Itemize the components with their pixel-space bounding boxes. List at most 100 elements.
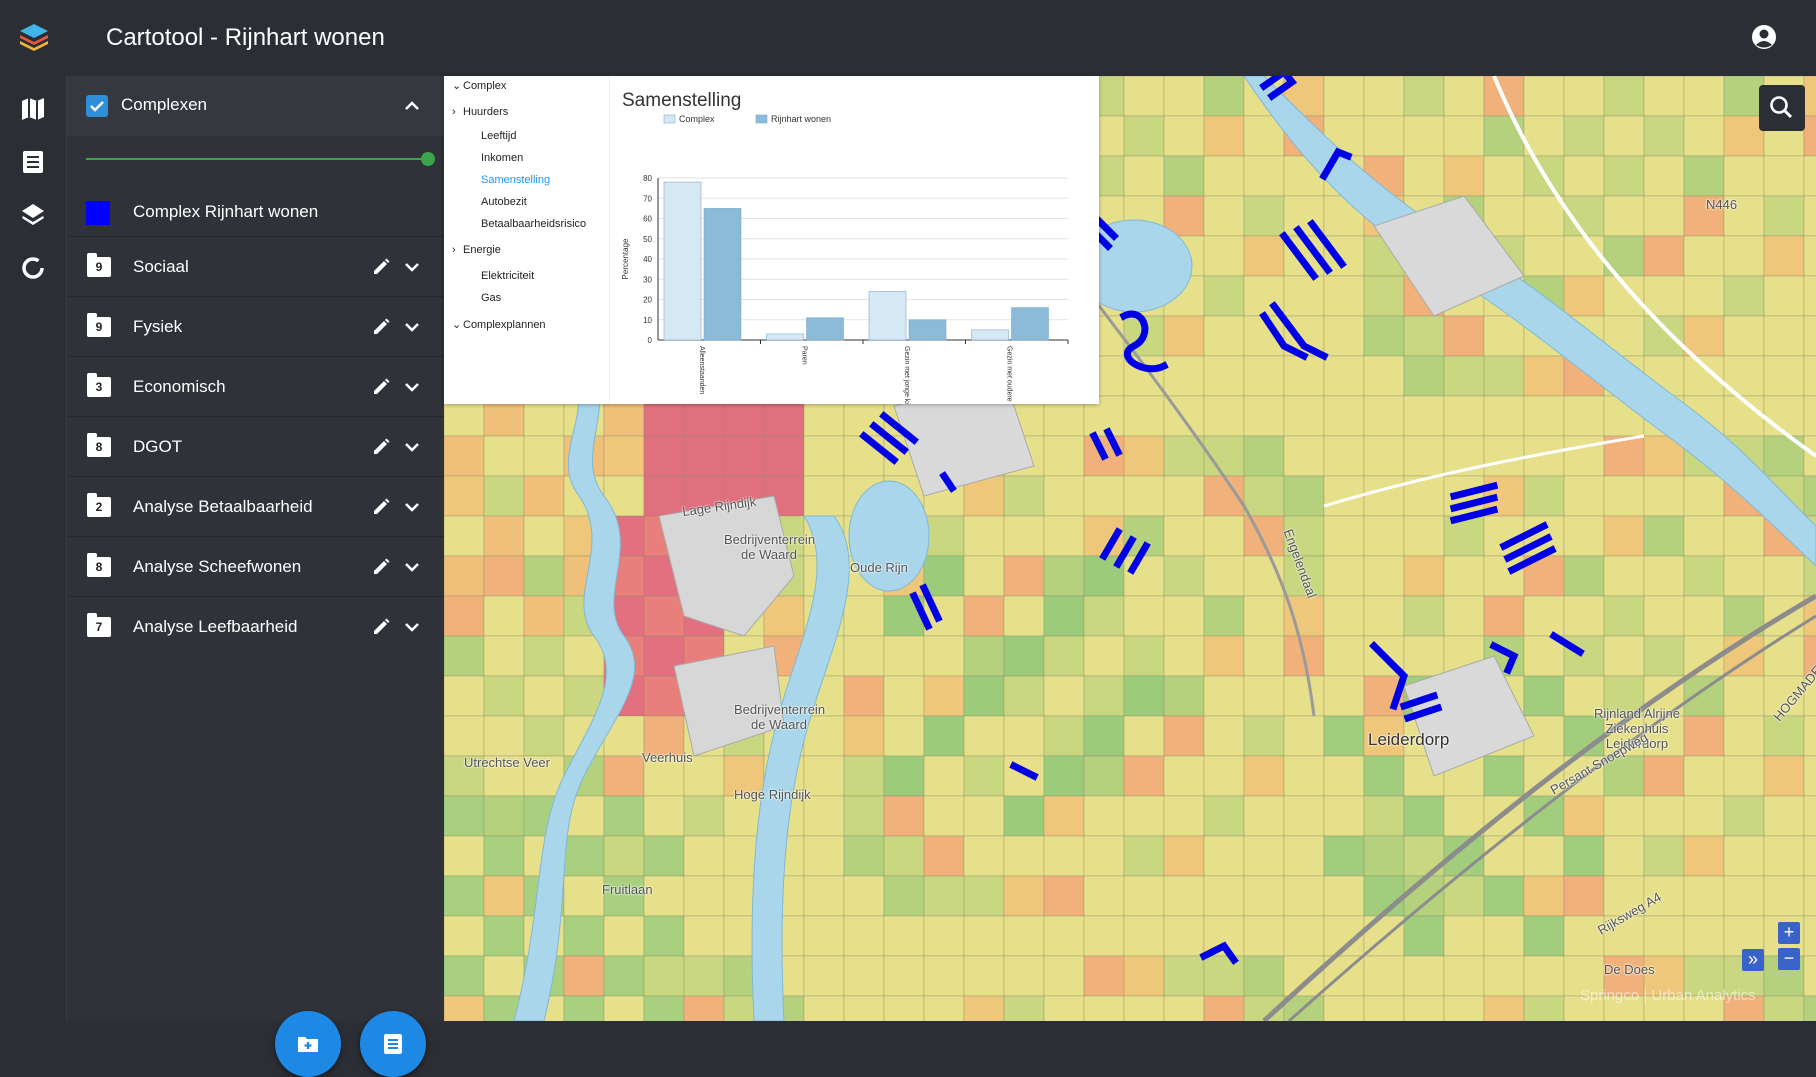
- grid-cell: [1003, 835, 1045, 877]
- refresh-icon[interactable]: [19, 254, 47, 282]
- grid-cell: [1483, 315, 1525, 357]
- list-icon[interactable]: [19, 148, 47, 176]
- grid-cell: [1563, 835, 1605, 877]
- chevron-down-icon[interactable]: [402, 437, 422, 457]
- grid-cell: [1523, 235, 1565, 277]
- grid-cell: [1243, 195, 1285, 237]
- tree-item[interactable]: Leeftijd: [481, 130, 516, 142]
- opacity-slider[interactable]: [86, 158, 430, 160]
- chevron-down-icon[interactable]: [402, 497, 422, 517]
- map-icon[interactable]: [19, 95, 47, 123]
- grid-cell: [444, 755, 485, 797]
- grid-cell: [1563, 915, 1605, 957]
- tree-group[interactable]: › Energie: [452, 244, 501, 256]
- grid-cell: [883, 875, 925, 917]
- grid-cell: [1443, 315, 1485, 357]
- zoom-in-button[interactable]: +: [1778, 922, 1800, 944]
- grid-cell: [803, 475, 845, 517]
- grid-cell: [963, 835, 1005, 877]
- grid-cell: [1003, 595, 1045, 637]
- grid-cell: [1043, 675, 1085, 717]
- grid-cell: [1363, 715, 1405, 757]
- grid-cell: [1123, 795, 1165, 837]
- grid-cell: [1723, 755, 1765, 797]
- chevron-right-icon: ›: [452, 106, 456, 118]
- grid-cell: [1803, 115, 1816, 157]
- grid-cell: [1123, 76, 1165, 117]
- grid-cell: [803, 995, 845, 1021]
- layers-icon[interactable]: [19, 201, 47, 229]
- grid-cell: [1763, 315, 1805, 357]
- tree-item[interactable]: Gas: [481, 292, 501, 304]
- zoom-out-button[interactable]: −: [1778, 948, 1800, 970]
- expand-toggle-button[interactable]: »: [1742, 949, 1764, 971]
- tree-item[interactable]: Inkomen: [481, 152, 523, 164]
- grid-cell: [1643, 515, 1685, 557]
- opacity-slider-handle[interactable]: [421, 152, 435, 166]
- edit-icon[interactable]: [370, 556, 392, 578]
- chevron-up-icon[interactable]: [402, 96, 422, 116]
- grid-cell: [1163, 355, 1205, 397]
- grid-cell: [923, 635, 965, 677]
- tree-item[interactable]: Elektriciteit: [481, 270, 534, 282]
- grid-cell: [1443, 955, 1485, 997]
- grid-cell: [1483, 915, 1525, 957]
- grid-cell: [1203, 875, 1245, 917]
- chevron-down-icon[interactable]: [402, 317, 422, 337]
- layer-row[interactable]: 8 Analyse Scheefwonen: [67, 536, 445, 596]
- industrial-area: [673, 645, 785, 757]
- chevron-down-icon[interactable]: [402, 257, 422, 277]
- tree-group[interactable]: ⌄ Complexplannen: [452, 318, 546, 331]
- edit-icon[interactable]: [370, 376, 392, 398]
- group-complexen[interactable]: Complexen: [67, 76, 445, 136]
- tree-group[interactable]: ⌄ Complex: [452, 79, 506, 92]
- grid-cell: [1123, 955, 1165, 997]
- chevron-down-icon[interactable]: [402, 557, 422, 577]
- grid-cell: [1403, 115, 1445, 157]
- edit-icon[interactable]: [370, 256, 392, 278]
- layer-row[interactable]: 2 Analyse Betaalbaarheid: [67, 476, 445, 536]
- layer-row[interactable]: 8 DGOT: [67, 416, 445, 476]
- tree-item[interactable]: Samenstelling: [481, 174, 550, 186]
- map-label: Fruitlaan: [602, 882, 653, 897]
- grid-cell: [643, 715, 685, 757]
- search-icon: [1770, 96, 1793, 119]
- edit-icon[interactable]: [370, 316, 392, 338]
- layer-row[interactable]: 7 Analyse Leefbaarheid: [67, 596, 445, 656]
- grid-cell: [1243, 155, 1285, 197]
- x-tick-label: Gezin met jonge kinderen: [903, 346, 910, 404]
- grid-cell: [1003, 755, 1045, 797]
- grid-cell: [643, 915, 685, 957]
- grid-cell: [1203, 595, 1245, 637]
- layer-row[interactable]: 3 Economisch: [67, 356, 445, 416]
- edit-icon[interactable]: [370, 496, 392, 518]
- grid-cell: [1683, 835, 1725, 877]
- grid-cell: [1683, 955, 1725, 997]
- tree-item[interactable]: Betaalbaarheidsrisico: [481, 218, 586, 230]
- grid-cell: [1203, 235, 1245, 277]
- grid-cell: [683, 955, 725, 997]
- layer-row[interactable]: 9 Sociaal: [67, 236, 445, 296]
- grid-cell: [1363, 115, 1405, 157]
- industrial-area: [1403, 655, 1535, 777]
- map-canvas[interactable]: [444, 76, 1816, 1021]
- edit-icon[interactable]: [370, 436, 392, 458]
- tree-group[interactable]: › Huurders: [452, 106, 508, 118]
- group-checkbox[interactable]: [86, 95, 108, 117]
- grid-cell: [1403, 635, 1445, 677]
- edit-icon[interactable]: [370, 616, 392, 638]
- chevron-down-icon[interactable]: [402, 617, 422, 637]
- tree-item[interactable]: Autobezit: [481, 196, 527, 208]
- layer-row[interactable]: 9 Fysiek: [67, 296, 445, 356]
- grid-cell: [1003, 995, 1045, 1021]
- map-search-button[interactable]: [1759, 85, 1805, 131]
- grid-cell: [1523, 395, 1565, 437]
- grid-cell: [1123, 475, 1165, 517]
- folder-count-badge: 2: [87, 493, 111, 517]
- user-account-icon[interactable]: [1751, 24, 1777, 50]
- grid-cell: [1203, 275, 1245, 317]
- chevron-down-icon[interactable]: [402, 377, 422, 397]
- grid-cell: [1283, 275, 1325, 317]
- grid-cell: [1683, 875, 1725, 917]
- grid-cell: [963, 995, 1005, 1021]
